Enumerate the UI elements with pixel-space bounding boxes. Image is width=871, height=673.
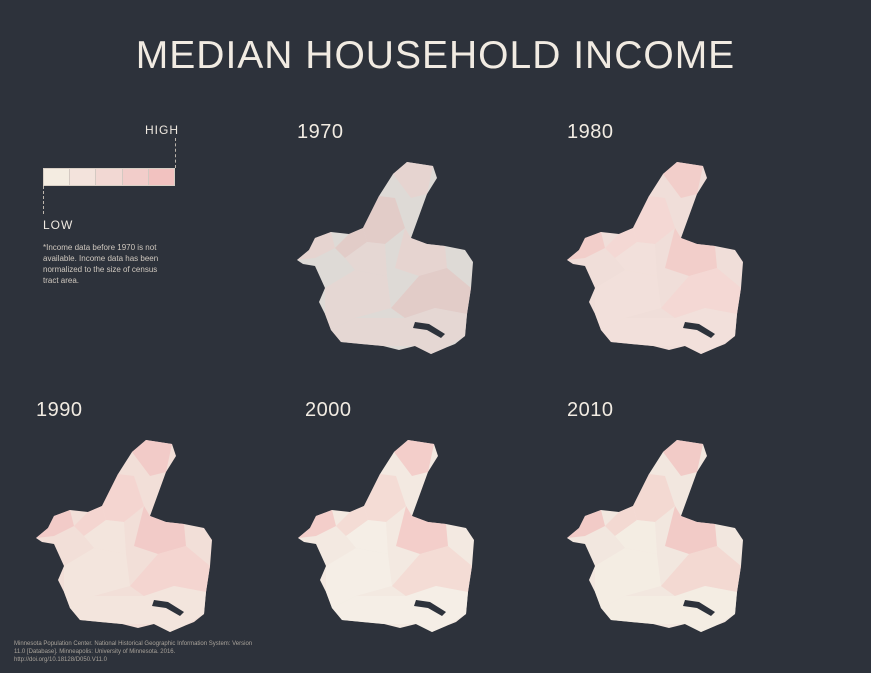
census-tract-region	[665, 506, 717, 554]
legend-color-bar	[43, 168, 175, 186]
legend-swatch	[148, 169, 175, 185]
map-1980	[567, 162, 743, 354]
census-tract-region	[130, 546, 210, 596]
census-tract-region	[391, 268, 471, 318]
census-tract-region	[395, 228, 447, 276]
census-tract-region	[663, 440, 703, 476]
census-tract-region	[134, 506, 186, 554]
year-label-1970: 1970	[297, 121, 344, 143]
legend-swatch	[122, 169, 149, 185]
census-tract-region	[396, 506, 448, 554]
census-tract-region	[335, 228, 367, 258]
census-tract-region	[605, 228, 637, 258]
census-tract-region	[36, 510, 74, 538]
census-tract-region	[633, 196, 675, 244]
census-tract-region	[331, 308, 467, 354]
map-1990	[36, 440, 212, 632]
census-tract-region	[332, 586, 468, 632]
census-tract-region	[297, 232, 335, 260]
year-label-2000: 2000	[305, 399, 352, 421]
census-tract-region	[605, 506, 637, 536]
river-cutout	[413, 322, 445, 338]
census-tract-region	[595, 548, 661, 608]
census-tract-region	[567, 510, 605, 538]
census-tract-region	[102, 474, 144, 522]
census-tract-region	[595, 270, 661, 330]
map-2000	[298, 440, 474, 632]
census-tract-region	[364, 474, 406, 522]
page-title: MEDIAN HOUSEHOLD INCOME	[135, 34, 736, 77]
year-label-1980: 1980	[567, 121, 614, 143]
legend-low-label: LOW	[43, 218, 74, 232]
census-tract-region	[84, 520, 126, 554]
census-tract-region	[633, 474, 675, 522]
census-tract-region	[663, 162, 703, 198]
census-tract-region	[132, 440, 172, 476]
river-cutout	[414, 600, 446, 616]
census-tract-region	[601, 308, 737, 354]
census-tract-region	[298, 510, 336, 538]
census-tract-region	[601, 586, 737, 632]
income-note: *Income data before 1970 is not availabl…	[43, 243, 159, 285]
census-tract-region	[363, 196, 405, 244]
river-cutout	[683, 322, 715, 338]
source-citation: Minnesota Population Center. National Hi…	[14, 641, 253, 663]
census-tract-region	[392, 546, 472, 596]
census-tract-region	[661, 546, 741, 596]
census-tract-region	[393, 162, 433, 198]
census-tract-region	[74, 506, 106, 536]
legend-high-label: HIGH	[145, 123, 179, 137]
census-tract-region	[70, 586, 206, 632]
census-tract-region	[345, 242, 387, 276]
census-tract-region	[661, 268, 741, 318]
legend-high-tick	[175, 138, 176, 168]
map-1970	[297, 162, 473, 354]
map-2010	[567, 440, 743, 632]
census-tract-region	[326, 548, 392, 608]
river-cutout	[152, 600, 184, 616]
census-tract-region	[336, 506, 368, 536]
census-tract-region	[64, 548, 130, 608]
census-tract-region	[394, 440, 434, 476]
census-tract-region	[346, 520, 388, 554]
census-tract-region	[325, 270, 391, 330]
legend-low-tick	[43, 186, 44, 214]
year-label-2010: 2010	[567, 399, 614, 421]
legend-swatch	[96, 169, 123, 185]
census-tract-region	[665, 228, 717, 276]
year-label-1990: 1990	[36, 399, 83, 421]
river-cutout	[683, 600, 715, 616]
census-tract-region	[615, 520, 657, 554]
legend-swatch	[44, 169, 71, 185]
census-tract-region	[567, 232, 605, 260]
census-tract-region	[615, 242, 657, 276]
legend-swatch	[70, 169, 97, 185]
